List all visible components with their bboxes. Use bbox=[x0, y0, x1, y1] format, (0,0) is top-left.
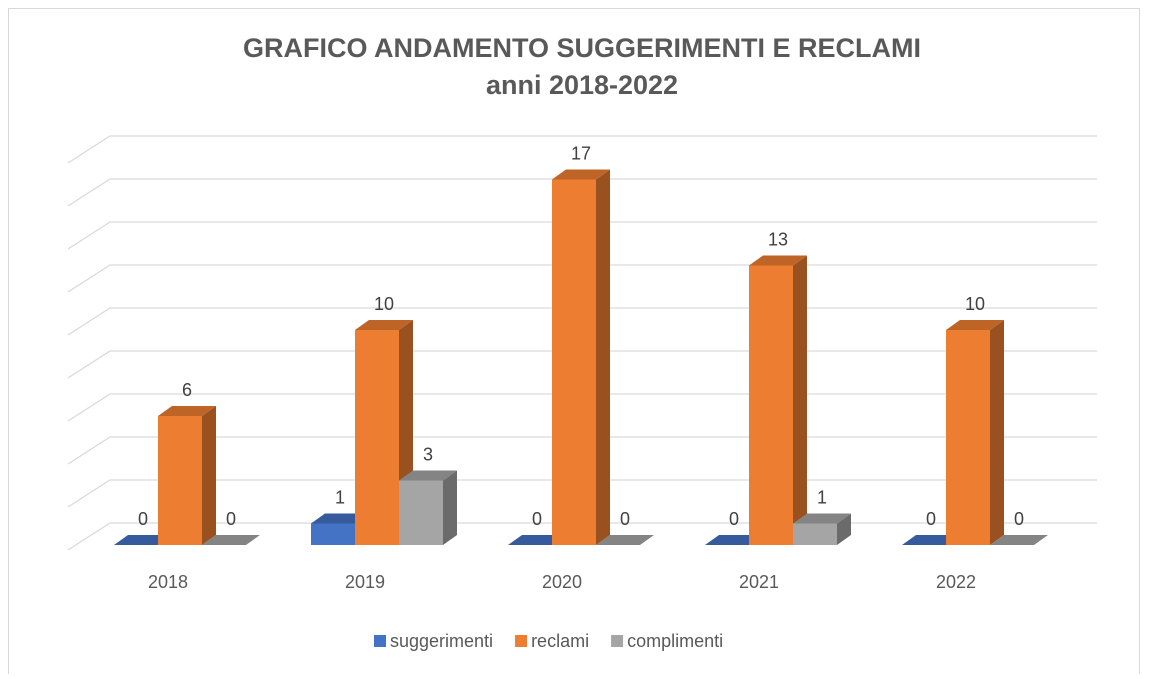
x-tick-label: 2022 bbox=[936, 572, 976, 592]
data-label: 6 bbox=[182, 380, 192, 400]
data-label: 0 bbox=[926, 509, 936, 529]
data-label: 10 bbox=[965, 294, 985, 314]
data-label: 0 bbox=[1014, 509, 1024, 529]
bar-face bbox=[202, 406, 216, 545]
bar bbox=[508, 535, 566, 545]
bar-face bbox=[596, 169, 610, 545]
data-label: 17 bbox=[571, 144, 591, 164]
bar-face bbox=[902, 535, 960, 545]
bar-face bbox=[552, 179, 596, 545]
bar-face bbox=[705, 535, 763, 545]
bar-face bbox=[990, 535, 1048, 545]
legend-swatch bbox=[611, 635, 624, 647]
grid-line bbox=[67, 178, 1097, 207]
bar bbox=[902, 535, 960, 545]
legend-label: complimenti bbox=[627, 631, 723, 651]
bar-face bbox=[311, 523, 355, 545]
legend-label: suggerimenti bbox=[390, 631, 493, 651]
bar-face bbox=[114, 535, 172, 545]
x-tick-label: 2018 bbox=[148, 572, 188, 592]
x-tick-label: 2021 bbox=[739, 572, 779, 592]
bar-face bbox=[158, 416, 202, 545]
bar-face bbox=[399, 470, 457, 481]
data-label: 0 bbox=[138, 509, 148, 529]
bar bbox=[990, 535, 1048, 545]
bar bbox=[793, 513, 851, 545]
bar-face bbox=[793, 513, 851, 524]
grid-line bbox=[67, 221, 1097, 250]
bar bbox=[552, 169, 610, 545]
bar-face bbox=[399, 480, 443, 545]
data-label: 3 bbox=[423, 445, 433, 465]
data-label: 0 bbox=[532, 509, 542, 529]
bar-face bbox=[749, 255, 807, 266]
bar-face bbox=[355, 320, 413, 330]
bar-face bbox=[355, 330, 399, 545]
bar bbox=[946, 320, 1004, 545]
legend-swatch bbox=[515, 635, 528, 647]
data-label: 10 bbox=[374, 294, 394, 314]
bar-face bbox=[443, 470, 457, 545]
chart-title: GRAFICO ANDAMENTO SUGGERIMENTI E RECLAMI bbox=[243, 33, 921, 63]
bar bbox=[749, 255, 807, 545]
bar-face bbox=[749, 265, 793, 545]
bar-face bbox=[990, 320, 1004, 545]
data-label: 0 bbox=[226, 509, 236, 529]
bar-face bbox=[552, 169, 610, 180]
bar-face bbox=[508, 535, 566, 545]
bar-face bbox=[793, 523, 837, 545]
bar bbox=[114, 535, 172, 545]
data-label: 1 bbox=[817, 488, 827, 508]
bar-face bbox=[793, 255, 807, 545]
grid-line bbox=[67, 135, 1097, 164]
legend-label: reclami bbox=[531, 631, 589, 651]
data-label: 1 bbox=[335, 488, 345, 508]
data-label: 13 bbox=[768, 230, 788, 250]
bar bbox=[202, 535, 260, 545]
bar bbox=[355, 320, 413, 545]
chart-subtitle: anni 2018-2022 bbox=[486, 70, 678, 100]
bar bbox=[705, 535, 763, 545]
data-label: 0 bbox=[620, 509, 630, 529]
bar-face bbox=[946, 330, 990, 545]
bar-face bbox=[596, 535, 654, 545]
bar-face bbox=[837, 513, 851, 545]
bar-face bbox=[202, 535, 260, 545]
bar-face bbox=[946, 320, 1004, 330]
bar-face bbox=[158, 406, 216, 416]
bar bbox=[158, 406, 216, 545]
bar bbox=[399, 470, 457, 545]
x-tick-label: 2019 bbox=[345, 572, 385, 592]
data-label: 0 bbox=[729, 509, 739, 529]
x-tick-label: 2020 bbox=[542, 572, 582, 592]
bar-face bbox=[311, 513, 369, 524]
bar bbox=[596, 535, 654, 545]
legend-swatch bbox=[374, 635, 386, 647]
